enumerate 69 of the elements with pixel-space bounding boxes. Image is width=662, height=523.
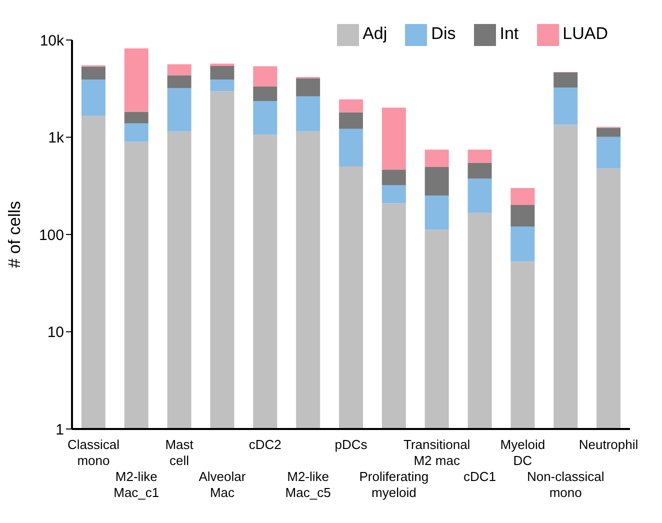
bar (167, 64, 192, 76)
bar (253, 66, 278, 86)
x-tick-label: Alveolar Mac (198, 469, 246, 500)
x-tick-label: cDC1 (464, 469, 496, 484)
y-axis-title: # of cells (5, 200, 24, 268)
x-tick-label: Mast cell (165, 437, 194, 468)
bar (468, 212, 492, 429)
bar (510, 188, 535, 206)
bar (210, 91, 234, 429)
bar (124, 48, 148, 112)
y-tick-label: 1 (56, 421, 64, 438)
bar (167, 75, 192, 88)
bar (253, 86, 278, 101)
bar (468, 162, 492, 179)
bar (167, 131, 192, 429)
bar (468, 150, 492, 163)
bar (424, 150, 449, 168)
bar (338, 99, 363, 112)
bar (468, 178, 492, 213)
y-tick-label: 10 (47, 324, 64, 342)
bar (382, 185, 406, 204)
bar (296, 131, 320, 429)
x-tick-label: M2-like Mac_c1 (114, 469, 160, 500)
bar (596, 128, 621, 137)
bar (338, 128, 363, 167)
bar (81, 116, 106, 429)
bar (210, 66, 234, 80)
y-tick-label: 100 (38, 226, 64, 244)
bar (510, 226, 535, 262)
legend-label: Dis (431, 24, 456, 44)
x-tick-label: Neutrophil (578, 437, 638, 452)
bar (296, 96, 320, 132)
bar (210, 80, 234, 92)
bar (510, 261, 535, 429)
x-tick-label: cDC2 (248, 437, 282, 452)
bar (424, 230, 449, 429)
bar (81, 66, 106, 80)
y-tick-label: 1k (48, 130, 64, 147)
bar (596, 168, 621, 429)
bar (338, 112, 363, 129)
bar (296, 78, 320, 96)
x-tick-label: Non-classical mono (526, 469, 604, 500)
bar (554, 87, 578, 125)
bar (124, 142, 148, 429)
bar (596, 136, 621, 168)
legend-label: LUAD (562, 24, 608, 44)
bar (510, 205, 535, 226)
bar (554, 124, 578, 429)
legend-label: Int (500, 24, 519, 44)
bar (81, 80, 106, 116)
bar (124, 123, 148, 142)
bar (554, 72, 578, 88)
bar (253, 134, 278, 429)
bar (124, 112, 148, 124)
x-tick-label: Classical mono (67, 437, 120, 468)
bar (167, 88, 192, 132)
bar (382, 108, 406, 170)
bar (382, 170, 406, 186)
y-tick-label: 10k (40, 32, 64, 50)
bar (338, 166, 363, 429)
x-tick-label: M2-like Mac_c5 (285, 469, 331, 500)
bar (253, 100, 278, 135)
bar (382, 203, 406, 429)
bar (424, 167, 449, 196)
legend-label: Adj (362, 24, 388, 44)
bar (424, 196, 449, 230)
x-tick-label: Proliferating myeloid (359, 469, 429, 500)
x-tick-label: pDCs (334, 437, 368, 452)
x-tick-label: Myeloid DC (500, 437, 546, 468)
